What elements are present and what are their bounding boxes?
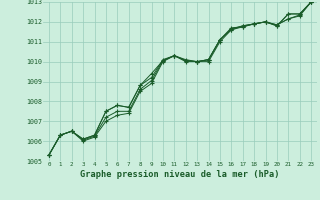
X-axis label: Graphe pression niveau de la mer (hPa): Graphe pression niveau de la mer (hPa) xyxy=(80,170,280,179)
